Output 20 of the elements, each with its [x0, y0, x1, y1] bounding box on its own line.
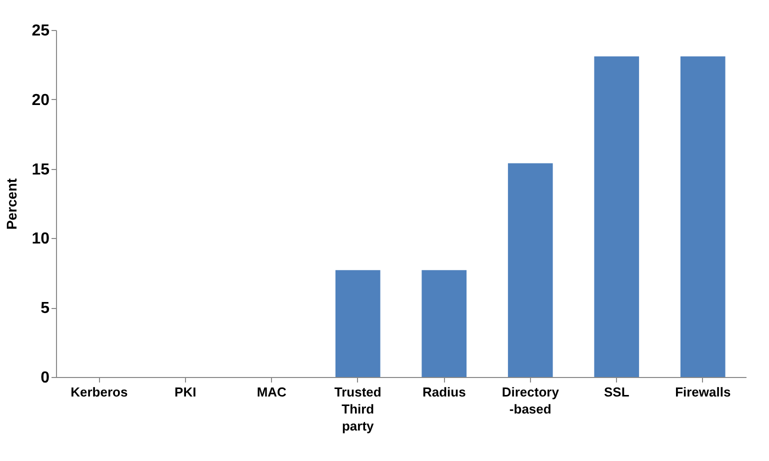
y-tick-label: 15 [32, 161, 50, 178]
bar [335, 270, 380, 377]
x-tick-label: SSL [604, 384, 630, 400]
y-axis-title: Percent [4, 178, 20, 230]
x-tick-label: Kerberos [70, 384, 128, 400]
y-tick-label: 20 [32, 92, 50, 109]
x-tick-label: Radius [422, 384, 466, 400]
x-tick-label: PKI [174, 384, 196, 400]
bar [508, 163, 553, 377]
bar [422, 270, 467, 377]
y-tick-label: 25 [32, 22, 50, 40]
bar [680, 56, 726, 377]
bar [594, 56, 640, 377]
x-tick-label: Firewalls [675, 384, 731, 400]
y-tick-label: 0 [40, 370, 50, 386]
x-tick-label: MAC [256, 384, 288, 400]
y-tick-label: 5 [40, 300, 50, 318]
x-tick-label: Directory -based [502, 384, 560, 416]
x-tick-label: Trusted Third party [334, 384, 382, 434]
y-tick-label: 10 [32, 230, 50, 248]
